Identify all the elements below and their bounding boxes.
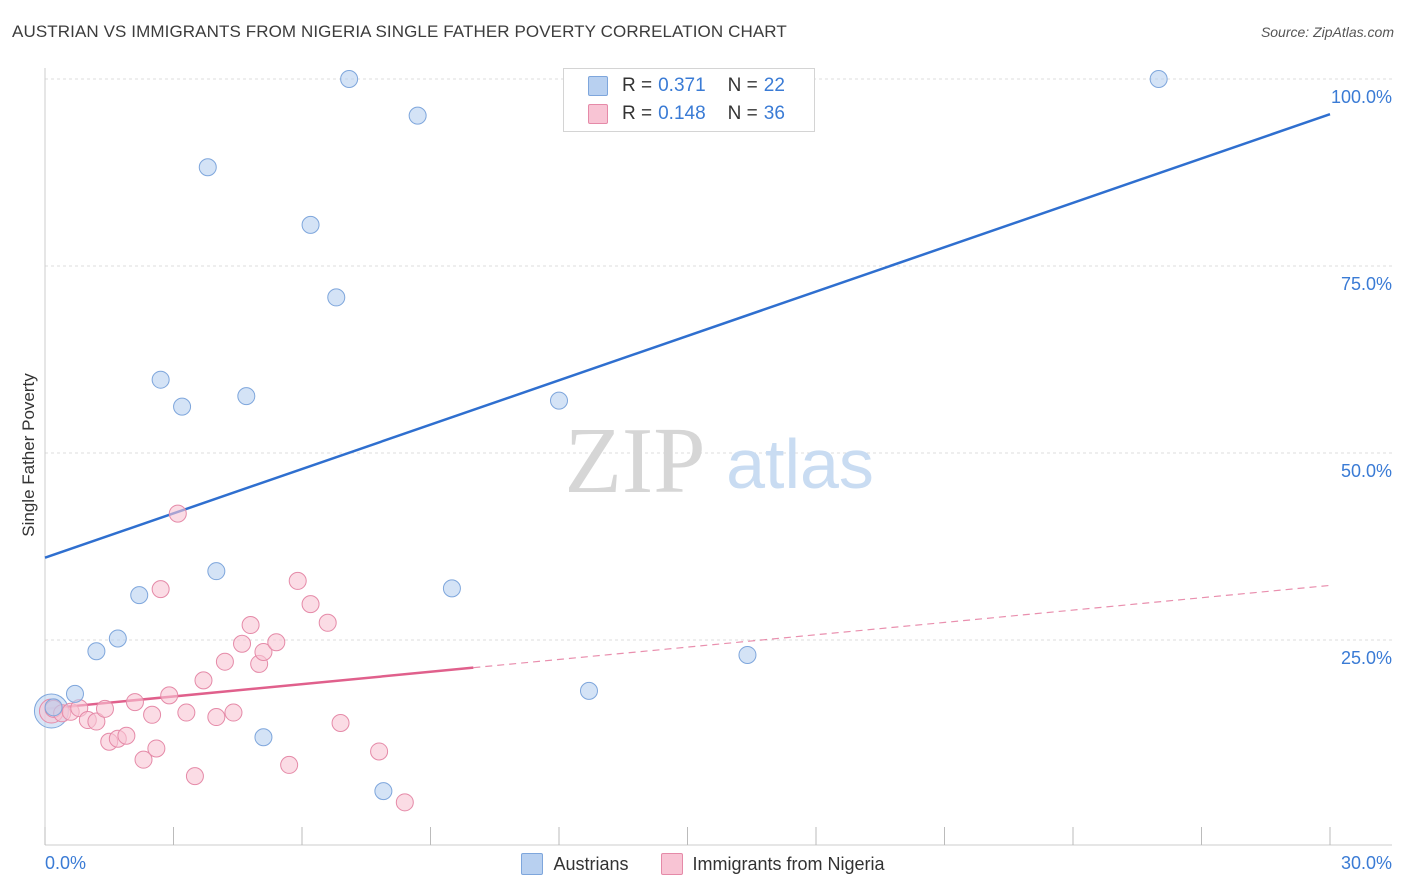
nigeria-point xyxy=(280,755,299,774)
austrians-point xyxy=(442,579,461,598)
watermark-atlas: atlas xyxy=(726,425,874,503)
nigeria-point xyxy=(301,595,320,614)
austrians-trend-line xyxy=(44,112,1331,559)
nigeria-point xyxy=(267,633,286,652)
watermark: ZIP atlas xyxy=(565,409,874,513)
y-tick-label: 50.0% xyxy=(1341,461,1392,481)
nigeria-trend-line xyxy=(44,666,474,711)
legend-r-value: 0.371 xyxy=(658,75,706,96)
legend-row-nigeria: R = 0.148 N = 36 xyxy=(588,101,807,127)
austrians-point xyxy=(301,215,320,234)
austrians-point xyxy=(327,288,346,307)
austrians-point xyxy=(237,387,256,406)
nigeria-point xyxy=(147,739,166,758)
x-tick-label: 30.0% xyxy=(1341,853,1392,873)
nigeria-point xyxy=(143,705,162,724)
nigeria-point xyxy=(331,714,350,733)
austrians-point xyxy=(579,681,598,700)
correlation-legend: R = 0.371 N = 22 R = 0.148 N = 36 xyxy=(563,68,815,132)
austrians-point xyxy=(198,158,217,177)
austrians-point xyxy=(130,586,149,605)
y-tick-label: 100.0% xyxy=(1331,87,1392,107)
legend-n-label: N = xyxy=(727,75,758,96)
austrians-point xyxy=(44,698,63,717)
austrians-point xyxy=(207,562,226,581)
nigeria-point xyxy=(125,693,144,712)
austrians-point xyxy=(65,684,84,703)
nigeria-point xyxy=(370,742,389,761)
nigeria-point xyxy=(395,793,414,812)
legend-r-label: R = xyxy=(622,103,653,124)
nigeria-point xyxy=(168,504,187,523)
legend-n-label: N = xyxy=(727,103,758,124)
austrians-point xyxy=(374,782,393,801)
legend-n-value: 22 xyxy=(763,75,785,96)
legend-n-value: 36 xyxy=(763,103,785,124)
legend-r-value: 0.148 xyxy=(658,103,706,124)
watermark-zip: ZIP xyxy=(565,409,706,513)
nigeria-point xyxy=(318,613,337,632)
nigeria-point xyxy=(224,703,243,722)
trend-layer xyxy=(44,112,1331,711)
austrians-point xyxy=(173,397,192,416)
x-tick-label: 0.0% xyxy=(45,853,86,873)
legend-item-nigeria[interactable]: Immigrants from Nigeria xyxy=(660,853,885,875)
nigeria-swatch xyxy=(660,853,683,875)
nigeria-point xyxy=(177,703,196,722)
y-axis-label: Single Father Poverty xyxy=(19,373,38,537)
nigeria-point xyxy=(185,767,204,786)
nigeria-point xyxy=(117,726,136,745)
nigeria-point xyxy=(151,580,170,599)
nigeria-point xyxy=(233,634,252,653)
austrians-point xyxy=(340,70,359,88)
nigeria-point xyxy=(288,571,307,590)
axes-layer xyxy=(44,68,1392,846)
nigeria-point xyxy=(194,671,213,690)
austrians-point xyxy=(1149,70,1168,88)
nigeria-point xyxy=(215,652,234,671)
nigeria-point xyxy=(134,750,153,769)
legend-item-austrians[interactable]: Austrians xyxy=(521,853,629,875)
nigeria-point xyxy=(95,699,114,718)
austrians-swatch xyxy=(588,76,608,96)
austrians-point xyxy=(254,728,273,747)
y-tick-label: 75.0% xyxy=(1341,274,1392,294)
legend-label-nigeria: Immigrants from Nigeria xyxy=(692,853,885,874)
austrians-point xyxy=(738,645,757,664)
nigeria-point xyxy=(207,708,226,727)
austrians-swatch xyxy=(521,853,544,875)
legend-row-austrians: R = 0.371 N = 22 xyxy=(588,73,807,99)
nigeria-swatch xyxy=(588,104,608,124)
source-label: Source: ZipAtlas.com xyxy=(1260,24,1394,40)
austrians-point xyxy=(550,391,568,410)
nigeria-point xyxy=(87,712,106,731)
austrians-point xyxy=(87,642,106,661)
nigeria-point xyxy=(241,616,260,635)
tick-labels-layer: 25.0% 50.0% 75.0% 100.0% 0.0% 30.0% xyxy=(45,87,1392,873)
austrians-point xyxy=(151,370,170,389)
nigeria-point xyxy=(254,642,273,661)
y-tick-label: 25.0% xyxy=(1341,648,1392,668)
legend-label-austrians: Austrians xyxy=(553,853,629,874)
legend-r-label: R = xyxy=(622,75,653,96)
points-layer xyxy=(33,70,1168,812)
austrians-point xyxy=(108,629,127,648)
austrians-point xyxy=(408,106,427,125)
nigeria-trend-extension xyxy=(473,584,1331,669)
chart-title: AUSTRIAN VS IMMIGRANTS FROM NIGERIA SING… xyxy=(12,22,787,41)
nigeria-point xyxy=(160,686,179,705)
series-legend: Austrians Immigrants from Nigeria xyxy=(0,851,1406,877)
